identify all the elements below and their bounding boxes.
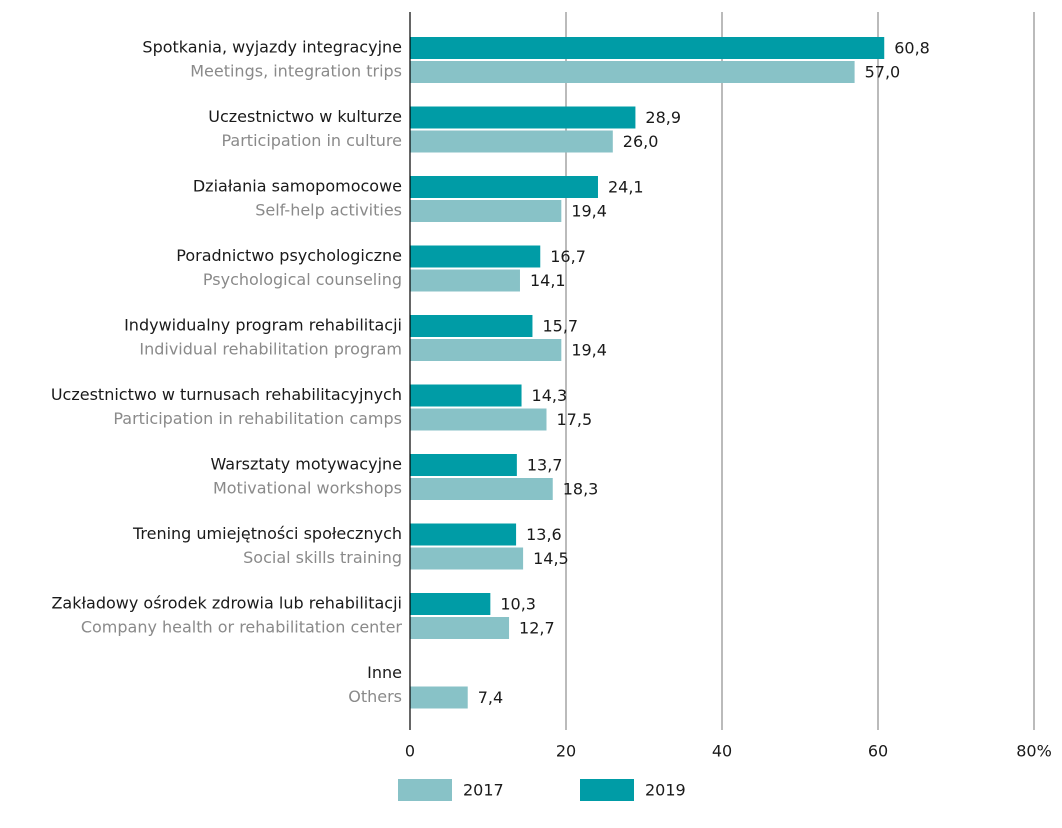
value-label: 14,1: [530, 271, 566, 290]
category-translation: Company health or rehabilitation center: [81, 618, 403, 637]
value-label: 17,5: [557, 410, 593, 429]
x-tick-label: 60: [868, 742, 888, 761]
category-label: Indywidualny program rehabilitacji: [124, 316, 402, 335]
bar: [410, 176, 598, 198]
category-translation: Social skills training: [243, 548, 402, 567]
value-label: 28,9: [645, 108, 681, 127]
value-label: 15,7: [542, 317, 578, 336]
legend-swatch: [580, 779, 634, 801]
value-label: 10,3: [500, 595, 536, 614]
category-translation: Psychological counseling: [203, 270, 402, 289]
category-translation: Individual rehabilitation program: [139, 340, 402, 359]
value-label: 26,0: [623, 132, 659, 151]
bar: [410, 61, 855, 83]
bar: [410, 617, 510, 639]
category-label: Spotkania, wyjazdy integracyjne: [142, 38, 402, 57]
bar: [410, 315, 533, 337]
bar: [410, 686, 468, 709]
value-label: 13,7: [527, 456, 563, 475]
value-label: 14,3: [532, 386, 568, 405]
value-label: 13,6: [526, 525, 562, 544]
bar: [410, 339, 562, 361]
category-label: Poradnictwo psychologiczne: [176, 246, 402, 265]
bar: [410, 37, 885, 59]
bar: [410, 384, 522, 407]
value-label: 7,4: [478, 688, 503, 707]
value-label: 19,4: [571, 202, 607, 221]
value-label: 18,3: [563, 480, 599, 499]
category-translation: Others: [348, 687, 402, 706]
bar: [410, 454, 517, 476]
value-label: 19,4: [571, 341, 607, 360]
bar: [410, 106, 636, 129]
bar: [410, 269, 520, 292]
value-label: 14,5: [533, 549, 569, 568]
category-label: Inne: [367, 663, 402, 682]
bar: [410, 200, 562, 222]
category-translation: Motivational workshops: [213, 479, 402, 498]
category-label: Warsztaty motywacyjne: [210, 455, 402, 474]
bar: [410, 130, 613, 153]
bar: [410, 478, 553, 500]
value-label: 24,1: [608, 178, 644, 197]
x-tick-label: 80%: [1016, 742, 1052, 761]
bar: [410, 408, 547, 431]
bar: [410, 523, 517, 546]
bar: [410, 547, 524, 570]
bar: [410, 245, 541, 268]
category-translation: Participation in rehabilitation camps: [113, 409, 402, 428]
category-label: Trening umiejętności społecznych: [132, 524, 402, 543]
x-tick-label: 40: [712, 742, 732, 761]
x-tick-label: 20: [556, 742, 576, 761]
value-label: 16,7: [550, 247, 586, 266]
bar: [410, 593, 491, 615]
category-label: Działania samopomocowe: [193, 177, 402, 196]
category-label: Uczestnictwo w kulturze: [208, 107, 402, 126]
category-translation: Meetings, integration trips: [190, 62, 402, 81]
legend-label: 2019: [645, 781, 686, 800]
legend-label: 2017: [463, 781, 504, 800]
x-tick-label: 0: [405, 742, 415, 761]
category-label: Uczestnictwo w turnusach rehabilitacyjny…: [51, 385, 402, 404]
category-translation: Participation in culture: [221, 131, 402, 150]
value-label: 57,0: [865, 63, 901, 82]
legend-swatch: [398, 779, 452, 801]
value-label: 60,8: [894, 39, 930, 58]
category-label: Zakładowy ośrodek zdrowia lub rehabilita…: [51, 594, 402, 613]
value-label: 12,7: [519, 619, 555, 638]
category-translation: Self-help activities: [255, 201, 402, 220]
